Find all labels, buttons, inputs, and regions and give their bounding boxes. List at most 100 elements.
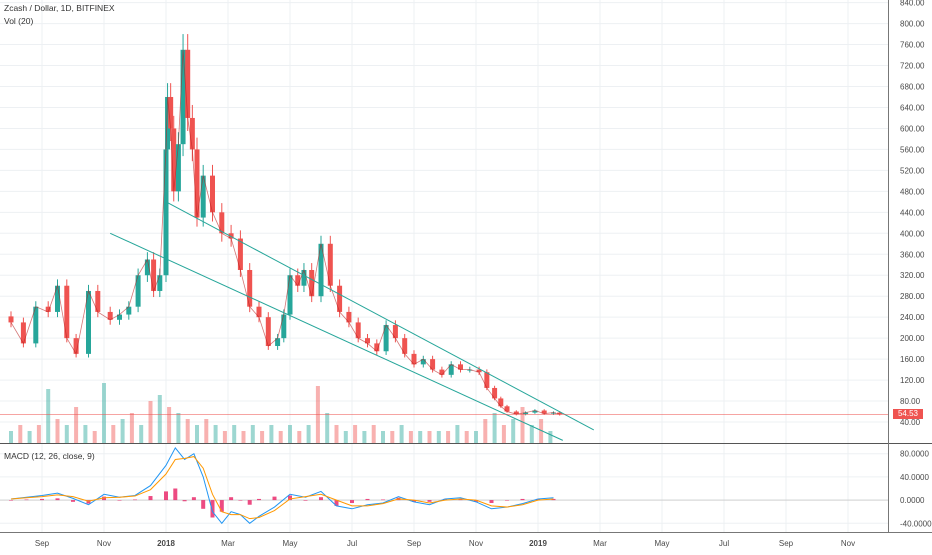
volume-bar — [288, 425, 292, 443]
price-tick-label: 480.00 — [900, 187, 925, 196]
candle-body — [392, 325, 398, 339]
volume-bar — [381, 431, 385, 443]
candle-body — [117, 314, 122, 320]
volume-bar — [129, 413, 134, 443]
volume-bar — [464, 431, 469, 443]
macd-histogram-bar — [210, 500, 215, 518]
volume-bar — [92, 431, 97, 443]
volume-bar — [446, 431, 451, 443]
volume-bar — [427, 431, 432, 443]
price-tick-label: 720.00 — [900, 62, 925, 71]
macd-histogram-bar — [148, 496, 153, 501]
upper-trendline — [165, 201, 595, 431]
time-tick-label: Nov — [841, 539, 855, 548]
candle-body — [185, 49, 191, 118]
macd-histogram-bar — [9, 500, 13, 501]
volume-bar — [195, 425, 199, 443]
volume-bar — [241, 431, 246, 443]
volume-bar — [64, 425, 69, 443]
candle-body — [365, 338, 370, 344]
macd-histogram-bar — [272, 496, 277, 501]
candle-body — [237, 238, 243, 270]
macd-histogram-bar — [536, 498, 540, 501]
candle-body — [228, 233, 234, 239]
price-tick-label: 80.00 — [900, 397, 921, 406]
time-tick-label: Sep — [35, 539, 50, 548]
macd-histogram-bar — [247, 500, 252, 505]
volume-bar — [278, 431, 283, 443]
macd-histogram-bar — [24, 499, 29, 501]
candle-body — [430, 359, 436, 370]
candle-body — [523, 412, 529, 415]
macd-histogram-bar — [520, 498, 525, 501]
candle-body — [210, 175, 215, 213]
macd-histogram-bar — [458, 498, 463, 501]
volume-bar — [111, 425, 116, 443]
time-tick-label: Nov — [97, 539, 111, 548]
volume-bar — [325, 413, 330, 443]
candle-body — [318, 243, 324, 297]
candle-body — [73, 338, 79, 354]
candle-body — [219, 212, 225, 234]
volume-bar — [492, 413, 497, 443]
candle-body — [411, 353, 417, 365]
macd-histogram-bar — [319, 497, 323, 501]
volume-bar — [362, 431, 367, 443]
macd-histogram-bar — [257, 498, 261, 501]
volume-bar — [306, 425, 311, 443]
macd-histogram-bar — [173, 488, 178, 501]
volume-bar — [436, 431, 441, 443]
candle-body — [532, 410, 538, 413]
volume-bar — [371, 425, 376, 443]
macd-histogram-bar — [164, 491, 168, 501]
volume-bar — [390, 431, 395, 443]
macd-histogram-bar — [238, 500, 243, 501]
macd-indicator-title: MACD (12, 26, close, 9) — [4, 451, 95, 461]
macd-tick-label: -40.0000 — [900, 519, 932, 528]
candle-body — [165, 96, 171, 150]
volume-bar — [511, 419, 516, 443]
signal-line — [10, 456, 554, 520]
candle-body — [175, 144, 181, 192]
price-tick-label: 280.00 — [900, 292, 925, 301]
candle-body — [126, 306, 132, 315]
candle-body — [95, 290, 101, 312]
volume-bar — [27, 431, 32, 443]
candle-body — [168, 96, 174, 129]
macd-histogram-bar — [505, 500, 509, 501]
macd-histogram-bar — [71, 500, 75, 502]
price-tick-label: 320.00 — [900, 271, 925, 280]
candle-body — [33, 306, 39, 344]
macd-histogram-bar — [489, 500, 494, 503]
candle-body — [498, 398, 504, 407]
macd-histogram-bar — [40, 498, 44, 501]
price-tick-label: 680.00 — [900, 83, 925, 92]
candle-body — [513, 411, 519, 415]
price-tick-label: 440.00 — [900, 208, 925, 217]
macd-histogram-bar — [86, 500, 91, 504]
volume-bar — [157, 395, 162, 443]
candle-body — [355, 322, 361, 339]
volume-bar — [501, 425, 506, 443]
candle-body — [448, 364, 454, 375]
price-tick-label: 120.00 — [900, 376, 925, 385]
candle-body — [55, 285, 60, 312]
price-tick-label: 520.00 — [900, 166, 925, 175]
price-tick-label: 360.00 — [900, 250, 925, 259]
macd-histogram-bar — [229, 497, 234, 501]
candle-body — [383, 325, 389, 352]
candle-body — [107, 311, 113, 320]
macd-tick-label: 40.0000 — [900, 473, 929, 482]
candle-body — [327, 243, 333, 286]
macd-histogram-bar — [303, 500, 308, 501]
volume-bar — [167, 407, 172, 443]
macd-histogram-bar — [350, 500, 354, 503]
candle-body — [171, 128, 177, 192]
time-tick-label: May — [654, 539, 669, 548]
price-tick-label: 640.00 — [900, 103, 925, 112]
macd-histogram-bar — [412, 500, 416, 502]
volume-bar — [353, 425, 358, 443]
macd-histogram-bar — [182, 500, 187, 502]
volume-bar — [399, 425, 404, 443]
